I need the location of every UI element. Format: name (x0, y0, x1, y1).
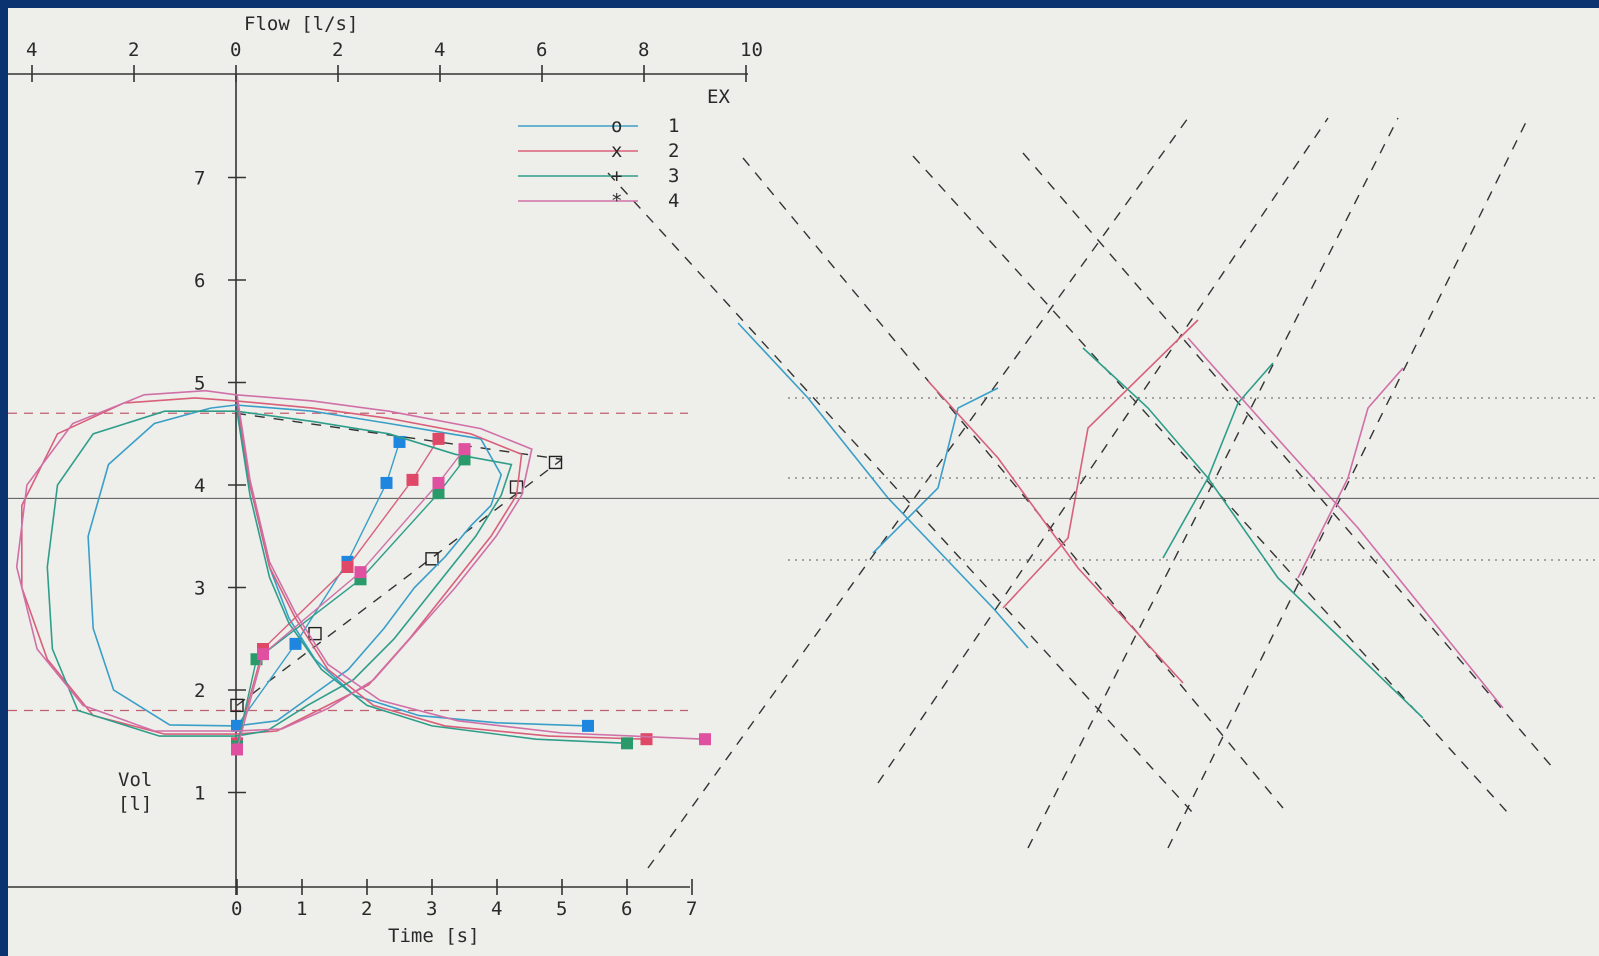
bottom-axis-tick-label: 2 (361, 898, 372, 920)
end-marker-series-3 (621, 737, 633, 750)
y-axis-tick-label: 2 (194, 680, 205, 702)
y-axis-tick-label: 1 (194, 783, 205, 805)
top-axis-tick-label: 4 (434, 39, 445, 61)
oscillation-trace (1297, 367, 1404, 579)
oblique-guide-line (1027, 117, 1399, 849)
data-marker-series-4 (432, 476, 445, 489)
marker-trace-series-4 (236, 448, 466, 750)
bottom-axis-label: Time [s] (388, 925, 480, 947)
oblique-guide-line (742, 157, 1284, 809)
legend-marker-2: x (611, 140, 622, 162)
data-marker-series-4 (257, 648, 269, 661)
data-marker-series-1 (380, 476, 393, 489)
chart-frame: 4 2 0 2 4 6 8 10 0 1 2 3 4 5 6 7 1 2 3 4 5 6 7 o 1 x 2 +3 * 4 Flow [… (8, 8, 1599, 956)
bottom-axis-tick-label: 0 (231, 898, 242, 920)
oblique-guide-line (912, 155, 1509, 814)
data-marker-series-1 (231, 719, 243, 732)
y-axis-tick-label: 3 (194, 578, 205, 600)
y-axis-tick-label: 4 (194, 475, 205, 497)
flow-volume-loop-series-4 (15, 389, 533, 732)
volume-time-curve-series-2 (236, 400, 647, 740)
data-marker-series-2 (432, 432, 445, 445)
data-marker-series-1 (393, 435, 406, 448)
reference-marker (548, 455, 563, 470)
forced-oscillation-traces (607, 117, 1599, 869)
top-axis-tick-label: 2 (332, 39, 343, 61)
ex-annotation: EX (707, 86, 730, 108)
data-marker-series-4 (231, 743, 243, 756)
end-marker-series-1 (582, 719, 594, 732)
flow-volume-loop-series-3 (46, 410, 513, 737)
volume-time-curve-series-1 (236, 404, 589, 727)
bottom-axis-tick-label: 1 (296, 898, 307, 920)
reference-marker (230, 698, 244, 713)
oblique-guide-line (1022, 152, 1554, 769)
top-axis-tick-label: 0 (230, 39, 241, 61)
oscillation-trace (1187, 337, 1504, 709)
spirometry-chart: 4 2 0 2 4 6 8 10 0 1 2 3 4 5 6 7 1 2 3 4 5 6 7 o 1 x 2 + 3 * 4 Flow [… (8, 13, 1599, 947)
oscillation-trace (1002, 319, 1199, 609)
bottom-axis-tick-label: 6 (621, 898, 632, 920)
data-marker-series-2 (406, 473, 419, 486)
data-marker-series-1 (289, 637, 302, 650)
top-axis-tick-label: 8 (638, 39, 649, 61)
data-marker-series-3 (458, 453, 471, 466)
y-axis-label-line2: [l] (118, 793, 152, 815)
legend-marker-4: * (611, 190, 622, 212)
reference-marker (425, 552, 439, 566)
legend-label-3: 3 (668, 165, 679, 187)
top-axis-tick-label: 6 (536, 39, 547, 61)
marker-trace-series-1 (236, 441, 401, 727)
reference-decline-line (235, 412, 563, 461)
y-axis-tick-label: 5 (194, 373, 205, 395)
top-axis-tick-label: 10 (740, 39, 763, 61)
oscillation-trace (872, 387, 999, 554)
end-marker-series-4 (699, 733, 711, 746)
oscillation-trace (1162, 362, 1274, 559)
y-axis-tick-label: 7 (194, 168, 205, 190)
bottom-axis-tick-label: 4 (491, 898, 502, 920)
data-marker-series-2 (341, 561, 354, 573)
legend-marker-1: o (611, 115, 622, 137)
oblique-guide-line (607, 172, 1194, 814)
marker-trace-series-3 (236, 458, 466, 747)
legend-label-1: 1 (668, 115, 679, 137)
y-axis-tick-label: 6 (194, 270, 205, 292)
flow-volume-loop-series-2 (21, 397, 523, 735)
data-marker-series-3 (432, 487, 445, 500)
bottom-axis-tick-label: 7 (686, 898, 697, 920)
oblique-guide-line (1167, 117, 1529, 849)
data-marker-series-4 (354, 566, 367, 579)
end-marker-series-2 (640, 733, 653, 746)
data-marker-series-4 (458, 443, 471, 456)
oscillation-trace (927, 380, 1184, 684)
volume-time-curve-series-4 (236, 394, 706, 740)
volume-time-curve-series-3 (236, 411, 628, 745)
flow-volume-loop-series-1 (87, 404, 503, 727)
top-axis-label: Flow [l/s] (244, 13, 358, 35)
bottom-axis-tick-label: 5 (556, 898, 567, 920)
oscillation-trace (737, 322, 1029, 649)
oblique-guide-line (877, 117, 1329, 784)
legend-marker-3: + (611, 165, 622, 187)
bottom-axis-tick-label: 3 (426, 898, 437, 920)
top-axis-tick-label: 2 (128, 39, 139, 61)
top-axis-tick-label: 4 (26, 39, 37, 61)
legend-label-4: 4 (668, 190, 679, 212)
oblique-guide-line (647, 117, 1189, 869)
legend: o 1 x 2 + 3 * 4 (518, 115, 679, 212)
legend-label-2: 2 (668, 140, 679, 162)
y-axis-label-line1: Vol (118, 769, 152, 791)
